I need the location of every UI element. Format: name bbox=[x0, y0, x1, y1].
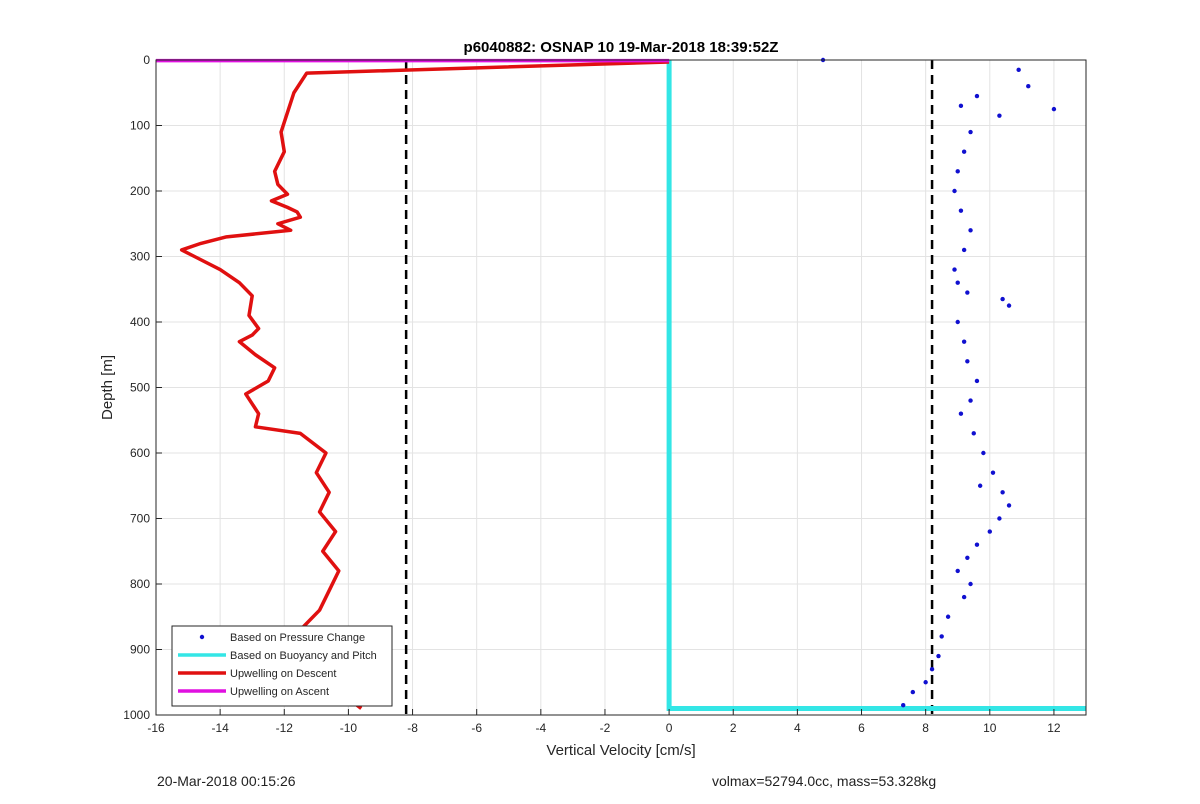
pressure-point bbox=[961, 594, 967, 600]
x-tick-label: -14 bbox=[211, 721, 229, 735]
pressure-point bbox=[1016, 67, 1021, 73]
y-tick-label: 200 bbox=[130, 184, 150, 198]
pressure-point bbox=[968, 398, 973, 403]
footer-volmax-mass: volmax=52794.0cc, mass=53.328kg bbox=[712, 773, 937, 789]
pressure-point bbox=[965, 555, 970, 560]
y-tick-label: 0 bbox=[143, 53, 150, 67]
pressure-point bbox=[974, 378, 980, 384]
pressure-point bbox=[990, 470, 996, 475]
pressure-point bbox=[929, 666, 935, 672]
y-tick-label: 600 bbox=[130, 446, 150, 460]
pressure-point bbox=[955, 280, 960, 285]
x-tick-label: -8 bbox=[407, 721, 418, 735]
pressure-point bbox=[901, 702, 906, 708]
pressure-point bbox=[997, 516, 1002, 521]
pressure-point bbox=[961, 247, 967, 253]
pressure-point bbox=[1026, 84, 1031, 89]
pressure-point bbox=[961, 339, 967, 344]
x-tick-label: -6 bbox=[471, 721, 482, 735]
legend-label: Based on Pressure Change bbox=[230, 632, 365, 644]
x-tick-label: 8 bbox=[922, 721, 929, 735]
pressure-point bbox=[968, 228, 973, 233]
tick-layer: -16 -14 -12 -10 -8 -6 -4 -2 0 2 4 6 8 10 12 0 100 200 300 4… bbox=[123, 53, 1061, 735]
series-descent-line bbox=[179, 60, 670, 710]
pressure-point bbox=[1051, 106, 1057, 112]
x-tick-label: 6 bbox=[858, 721, 865, 735]
x-tick-label: 10 bbox=[983, 721, 997, 735]
x-tick-label: -12 bbox=[276, 721, 294, 735]
pressure-point bbox=[997, 113, 1002, 118]
pressure-point bbox=[965, 290, 970, 295]
y-axis-label: Depth [m] bbox=[99, 355, 116, 420]
pressure-point bbox=[968, 581, 973, 587]
reference-lines bbox=[404, 60, 934, 715]
pressure-point bbox=[974, 542, 980, 547]
y-tick-label: 900 bbox=[130, 643, 150, 657]
pressure-point bbox=[955, 568, 960, 574]
x-tick-label: 4 bbox=[794, 721, 801, 735]
pressure-point bbox=[977, 483, 983, 488]
pressure-point bbox=[958, 411, 964, 416]
pressure-point bbox=[939, 634, 944, 639]
pressure-point bbox=[945, 614, 951, 619]
legend-label: Upwelling on Descent bbox=[230, 668, 336, 680]
pressure-point bbox=[936, 653, 941, 659]
y-tick-label: 300 bbox=[130, 250, 150, 264]
pressure-point bbox=[1000, 490, 1005, 495]
pressure-point bbox=[1006, 303, 1012, 308]
y-tick-label: 700 bbox=[130, 512, 150, 526]
y-tick-label: 1000 bbox=[123, 708, 150, 722]
pressure-point bbox=[952, 188, 957, 194]
series-layer bbox=[156, 57, 1086, 711]
y-tick-label: 400 bbox=[130, 315, 150, 329]
x-axis-label: Vertical Velocity [cm/s] bbox=[546, 742, 695, 759]
pressure-point bbox=[1006, 503, 1012, 508]
pressure-point bbox=[971, 431, 976, 436]
x-tick-label: -4 bbox=[535, 721, 546, 735]
pressure-point bbox=[923, 680, 928, 685]
legend: Based on Pressure Change Based on Buoyanc… bbox=[171, 625, 393, 707]
pressure-point bbox=[910, 689, 916, 695]
pressure-point bbox=[955, 319, 960, 325]
y-tick-label: 100 bbox=[130, 119, 150, 133]
footer-timestamp: 20-Mar-2018 00:15:26 bbox=[157, 773, 296, 789]
x-tick-label: -2 bbox=[600, 721, 611, 735]
pressure-point bbox=[958, 208, 964, 213]
y-tick-label: 500 bbox=[130, 381, 150, 395]
legend-label: Upwelling on Ascent bbox=[230, 686, 329, 698]
chart-title: p6040882: OSNAP 10 19-Mar-2018 18:39:52Z bbox=[464, 39, 779, 56]
y-tick-label: 800 bbox=[130, 577, 150, 591]
series-buoyancy-line bbox=[666, 60, 1086, 711]
x-tick-label: -10 bbox=[340, 721, 358, 735]
x-tick-label: 12 bbox=[1047, 721, 1061, 735]
x-tick-label: 0 bbox=[666, 721, 673, 735]
pressure-point bbox=[987, 529, 992, 534]
legend-marker bbox=[199, 634, 205, 640]
pressure-point bbox=[1000, 296, 1005, 302]
pressure-point bbox=[981, 450, 986, 456]
x-tick-label: -16 bbox=[147, 721, 165, 735]
pressure-point bbox=[968, 129, 973, 135]
pressure-point bbox=[955, 169, 960, 174]
pressure-point bbox=[965, 359, 970, 364]
pressure-point bbox=[961, 149, 967, 154]
x-tick-label: 2 bbox=[730, 721, 737, 735]
pressure-point bbox=[958, 103, 964, 109]
pressure-point bbox=[952, 267, 957, 272]
pressure-point bbox=[974, 93, 980, 99]
legend-label: Based on Buoyancy and Pitch bbox=[230, 650, 377, 662]
